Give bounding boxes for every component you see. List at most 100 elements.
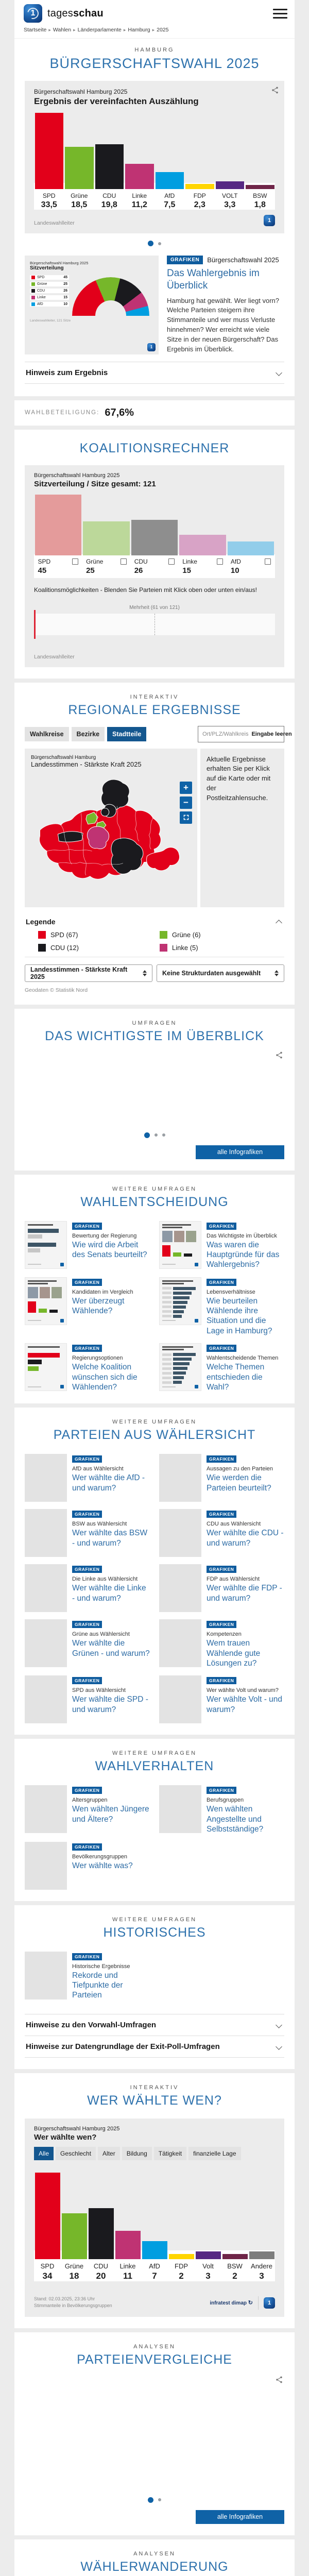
koalition-column[interactable]: CDU 26 <box>130 495 179 578</box>
teaser[interactable]: GRAFIKEN Wahlentscheidende Themen Welche T… <box>159 1343 284 1392</box>
breadcrumb-item[interactable]: Hamburg <box>128 27 150 33</box>
tab-alle[interactable]: Alle <box>34 2146 54 2160</box>
bar-value-label: 2 <box>179 2270 184 2281</box>
search-input[interactable]: Ort/PLZ/Wahlkreis <box>202 731 249 737</box>
teaser-title[interactable]: Wie beurteilen Wählende ihre Situation u… <box>207 1296 272 1335</box>
teaser-title[interactable]: Wer wählte die AfD - und warum? <box>72 1473 145 1493</box>
tab-alter[interactable]: Alter <box>98 2146 120 2160</box>
historisches-section: WEITERE UMFRAGEN HISTORISCHES GRAFIKEN Hi… <box>14 1905 295 2069</box>
structure-data-select[interactable]: Keine Strukturdaten ausgewählt <box>157 964 284 982</box>
breadcrumb-item[interactable]: 2025 <box>157 27 169 33</box>
teaser[interactable]: GRAFIKEN SPD aus Wählersicht Wer wählte di… <box>25 1675 150 1724</box>
teaser-title[interactable]: Wem trauen Wählende gute Lösungen zu? <box>207 1639 261 1668</box>
teaser-title[interactable]: Wer wählte die SPD - und warum? <box>72 1695 148 1714</box>
seat-distribution-teaser[interactable]: Bürgerschaftswahl Hamburg 2025 Sitzverte… <box>25 256 284 354</box>
zoom-out-button[interactable]: − <box>180 796 192 809</box>
party-checkbox[interactable] <box>120 558 127 565</box>
share-icon[interactable] <box>275 2376 284 2384</box>
teaser[interactable]: GRAFIKEN Altersgruppen Wen wählten Jüngere… <box>25 1785 150 1834</box>
teaser[interactable]: GRAFIKEN Berufsgruppen Wen wählten Angeste… <box>159 1785 284 1834</box>
teaser-title[interactable]: Wer wählte die CDU - und warum? <box>207 1529 284 1548</box>
tab-bildung[interactable]: Bildung <box>122 2146 152 2160</box>
teaser[interactable]: GRAFIKEN Die Linke aus Wählersicht Wer wäh… <box>25 1564 150 1613</box>
teaser[interactable]: GRAFIKEN Kompetenzen Wem trauen Wählende g… <box>159 1619 284 1668</box>
teaser-title[interactable]: Wie wird die Arbeit des Senats beurteilt… <box>72 1240 147 1259</box>
zoom-in-button[interactable]: + <box>180 781 192 794</box>
party-checkbox[interactable] <box>216 558 223 565</box>
tab-finanzielle-lage[interactable]: finanzielle Lage <box>188 2146 241 2160</box>
bar-cdu <box>95 144 124 189</box>
teaser[interactable]: GRAFIKEN Historische Ergebnisse Rekorde un… <box>25 1951 150 2001</box>
alle-infografiken-button[interactable]: alle Infografiken <box>196 1145 284 1159</box>
accordion-hinweis-ergebnis[interactable]: Hinweis zum Ergebnis <box>25 361 284 384</box>
alle-infografiken-button[interactable]: alle Infografiken <box>196 2510 284 2524</box>
carousel-dot[interactable] <box>158 2498 161 2502</box>
teaser[interactable]: GRAFIKEN FDP aus Wählersicht Wer wählte di… <box>159 1564 284 1613</box>
carousel-dot[interactable] <box>162 1133 165 1137</box>
bar-label: CDU 20 <box>89 2259 114 2281</box>
teaser[interactable]: GRAFIKEN AfD aus Wählersicht Wer wählte di… <box>25 1454 150 1502</box>
clear-search-button[interactable]: Eingabe leeren <box>251 731 292 737</box>
teaser-title[interactable]: Wer wählte Volt - und warum? <box>207 1695 283 1714</box>
breadcrumb-item[interactable]: Wahlen <box>53 27 72 33</box>
region-search[interactable]: Ort/PLZ/Wahlkreis Eingabe leeren <box>198 725 292 742</box>
teaser-title[interactable]: Wen wählten Jüngere und Ältere? <box>72 1805 149 1824</box>
teaser-title[interactable]: Wen wählten Angestellte und Selbstständi… <box>207 1805 264 1834</box>
legend-header[interactable]: Legende <box>25 916 284 931</box>
party-checkbox[interactable] <box>265 558 271 565</box>
teaser-title[interactable]: Was waren die Hauptgründe für das Wahler… <box>207 1240 280 1269</box>
teaser-title[interactable]: Welche Koalition wünschen sich die Wähle… <box>72 1363 138 1392</box>
teaser[interactable]: GRAFIKEN Aussagen zu den Parteien Wie werd… <box>159 1454 284 1502</box>
hamburg-map[interactable] <box>31 771 191 901</box>
tab-bezirke[interactable]: Bezirke <box>71 726 105 741</box>
breadcrumb-item[interactable]: Länderparlamente <box>77 27 122 33</box>
koalition-column[interactable]: SPD 45 <box>34 494 82 578</box>
teaser[interactable]: GRAFIKEN Bevölkerungsgruppen Wer wählte wa… <box>25 1841 150 1890</box>
teaser[interactable]: GRAFIKEN CDU aus Wählersicht Wer wählte di… <box>159 1509 284 1557</box>
carousel-dot[interactable] <box>148 241 153 246</box>
tab-stadtteile[interactable]: Stadtteile <box>107 726 147 741</box>
map-metric-select[interactable]: Landesstimmen - Stärkste Kraft 2025 <box>25 964 152 982</box>
bar-bsw <box>246 185 274 189</box>
share-icon[interactable] <box>271 86 279 94</box>
carousel-dot[interactable] <box>144 1132 150 1138</box>
teaser-title[interactable]: Das Wahlergebnis im Überblick <box>167 268 260 291</box>
teaser-title[interactable]: Wer wählte die FDP - und warum? <box>207 1584 282 1603</box>
teaser[interactable]: GRAFIKEN Bewertung der Regierung Wie wird … <box>25 1221 150 1270</box>
teaser[interactable]: GRAFIKEN Grüne aus Wählersicht Wer wählte … <box>25 1619 150 1668</box>
teaser-title[interactable]: Wer wählte die Linke - und warum? <box>72 1584 146 1603</box>
teaser[interactable]: GRAFIKEN Lebensverhältnisse Wie beurteilen… <box>159 1277 284 1336</box>
teaser[interactable]: GRAFIKEN Wer wählte Volt und warum? Wer wä… <box>159 1675 284 1724</box>
tab-geschlecht[interactable]: Geschlecht <box>56 2146 96 2160</box>
carousel-dot[interactable] <box>148 2497 153 2503</box>
tagesschau-logo[interactable]: tagesschau <box>24 4 104 23</box>
koalition-column[interactable]: AfD 10 <box>227 495 275 578</box>
teaser[interactable]: GRAFIKEN BSW aus Wählersicht Wer wählte da… <box>25 1509 150 1557</box>
koalition-column[interactable]: Linke 15 <box>179 495 227 578</box>
koalition-column[interactable]: Grüne 25 <box>82 495 131 578</box>
teaser[interactable]: GRAFIKEN Regierungsoptionen Welche Koaliti… <box>25 1343 150 1392</box>
teaser-title[interactable]: Wer wählte die Grünen - und warum? <box>72 1639 150 1658</box>
share-icon[interactable] <box>275 1051 284 1059</box>
teaser[interactable]: GRAFIKEN Das Wichtigste im Überblick Was w… <box>159 1221 284 1270</box>
accordion-hinweise-zur-datengrundlage-der-exit-poll-umfragen[interactable]: Hinweise zur Datengrundlage der Exit-Pol… <box>25 2036 284 2058</box>
teaser-title[interactable]: Rekorde und Tiefpunkte der Parteien <box>72 1971 123 2000</box>
party-label: CDU <box>134 557 148 565</box>
tab-tätigkeit[interactable]: Tätigkeit <box>153 2146 187 2160</box>
teaser-title[interactable]: Wer wählte was? <box>72 1861 133 1870</box>
party-checkbox[interactable] <box>72 558 79 565</box>
fullscreen-button[interactable] <box>180 811 192 824</box>
accordion-hinweise-zu-den-vorwahl-umfragen[interactable]: Hinweise zu den Vorwahl-Umfragen <box>25 2013 284 2036</box>
carousel-dot[interactable] <box>154 1133 158 1137</box>
breadcrumb-item[interactable]: Startseite <box>24 27 47 33</box>
teaser-title[interactable]: Wie werden die Parteien beurteilt? <box>207 1473 271 1493</box>
menu-icon[interactable] <box>273 6 287 21</box>
www-topline: Bürgerschaftswahl Hamburg 2025 <box>34 2125 120 2132</box>
party-checkbox[interactable] <box>168 558 175 565</box>
tab-wahlkreise[interactable]: Wahlkreise <box>25 726 69 741</box>
carousel-dot[interactable] <box>158 242 161 245</box>
teaser-title[interactable]: Welche Themen entschieden die Wahl? <box>207 1363 265 1392</box>
teaser-title[interactable]: Wer überzeugt Wählende? <box>72 1296 125 1316</box>
teaser[interactable]: GRAFIKEN Kandidaten im Vergleich Wer überz… <box>25 1277 150 1336</box>
teaser-title[interactable]: Wer wählte das BSW - und warum? <box>72 1529 148 1548</box>
